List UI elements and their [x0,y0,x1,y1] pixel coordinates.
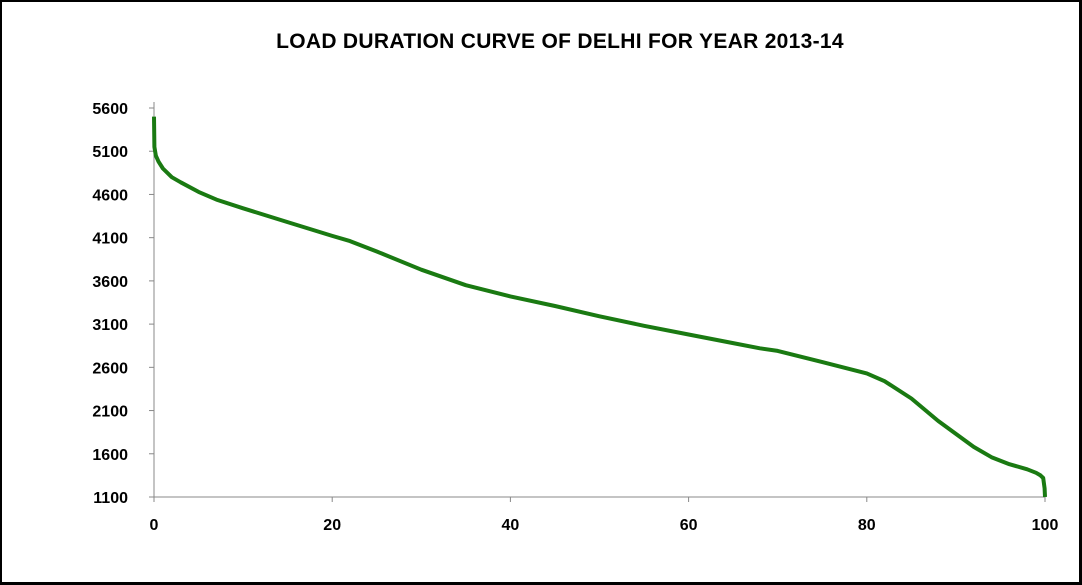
y-tick-label: 1600 [92,447,128,464]
y-tick-label: 1100 [93,490,128,507]
y-tick-label: 4600 [92,187,128,204]
x-tick-label: 40 [502,517,520,534]
x-tick-label: 0 [150,517,159,534]
y-tick-label: 2600 [92,360,128,377]
load-duration-line [152,116,1047,498]
x-axis-ticks: 0 20 40 60 80 100 [150,497,1059,534]
y-tick-label: 5100 [92,144,128,161]
y-tick-label: 3600 [92,274,128,291]
x-tick-label: 60 [680,517,698,534]
y-axis-ticks: 5600 5100 4600 4100 3600 3100 2600 2100 1600 1100 [92,101,154,507]
y-tick-label: 4100 [92,231,128,248]
y-tick-label: 5600 [92,101,128,118]
y-tick-label: 2100 [92,404,128,421]
y-tick-label: 3100 [92,317,128,334]
x-tick-label: 20 [323,517,341,534]
series-group [152,116,1047,498]
x-tick-label: 80 [858,517,876,534]
chart-title: LOAD DURATION CURVE OF DELHI FOR YEAR 20… [276,30,844,53]
x-tick-label: 100 [1032,517,1059,534]
